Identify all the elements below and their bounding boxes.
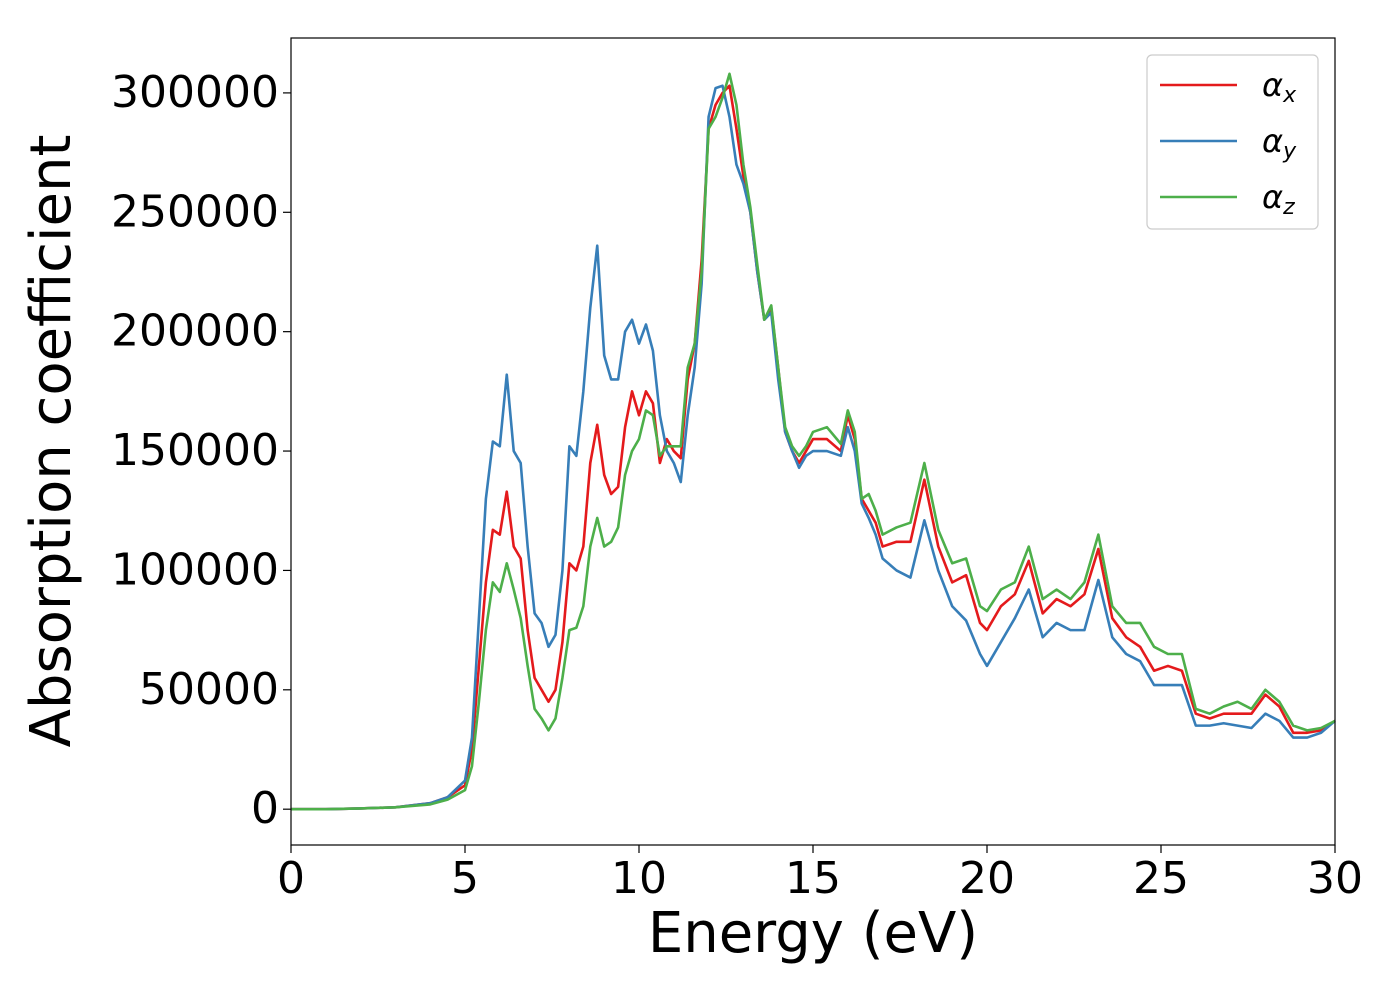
legend-label: αz	[1262, 178, 1295, 220]
y-tick-label: 200000	[111, 306, 279, 357]
y-tick-label: 50000	[139, 664, 279, 715]
legend-label: αx	[1262, 66, 1297, 108]
x-tick-label: 5	[451, 853, 479, 904]
series-line	[291, 72, 1336, 811]
x-tick-label: 10	[611, 853, 667, 904]
x-tick-label: 0	[277, 853, 305, 904]
legend-label: αy	[1262, 122, 1297, 164]
x-tick-label: 20	[959, 853, 1015, 904]
x-tick-label: 30	[1307, 853, 1363, 904]
plot-frame	[290, 37, 1336, 846]
x-tick-label: 25	[1133, 853, 1189, 904]
y-tick-label: 250000	[111, 186, 279, 237]
y-tick-label: 100000	[111, 544, 279, 595]
y-axis-label: Absorption coefficient	[19, 135, 84, 748]
y-tick-label: 150000	[111, 425, 279, 476]
x-tick-label: 15	[785, 853, 841, 904]
y-tick-label: 0	[251, 783, 279, 834]
x-axis-label: Energy (eV)	[648, 901, 978, 966]
y-tick-label: 300000	[111, 67, 279, 118]
